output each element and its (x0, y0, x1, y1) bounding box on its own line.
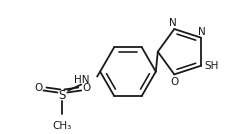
Text: O: O (82, 83, 90, 92)
Text: O: O (34, 83, 43, 92)
Text: S: S (59, 89, 66, 102)
Text: HN: HN (74, 75, 89, 85)
Text: N: N (170, 18, 177, 28)
Text: CH₃: CH₃ (53, 121, 72, 131)
Text: SH: SH (204, 61, 218, 71)
Text: O: O (170, 77, 178, 87)
Text: N: N (198, 27, 206, 37)
